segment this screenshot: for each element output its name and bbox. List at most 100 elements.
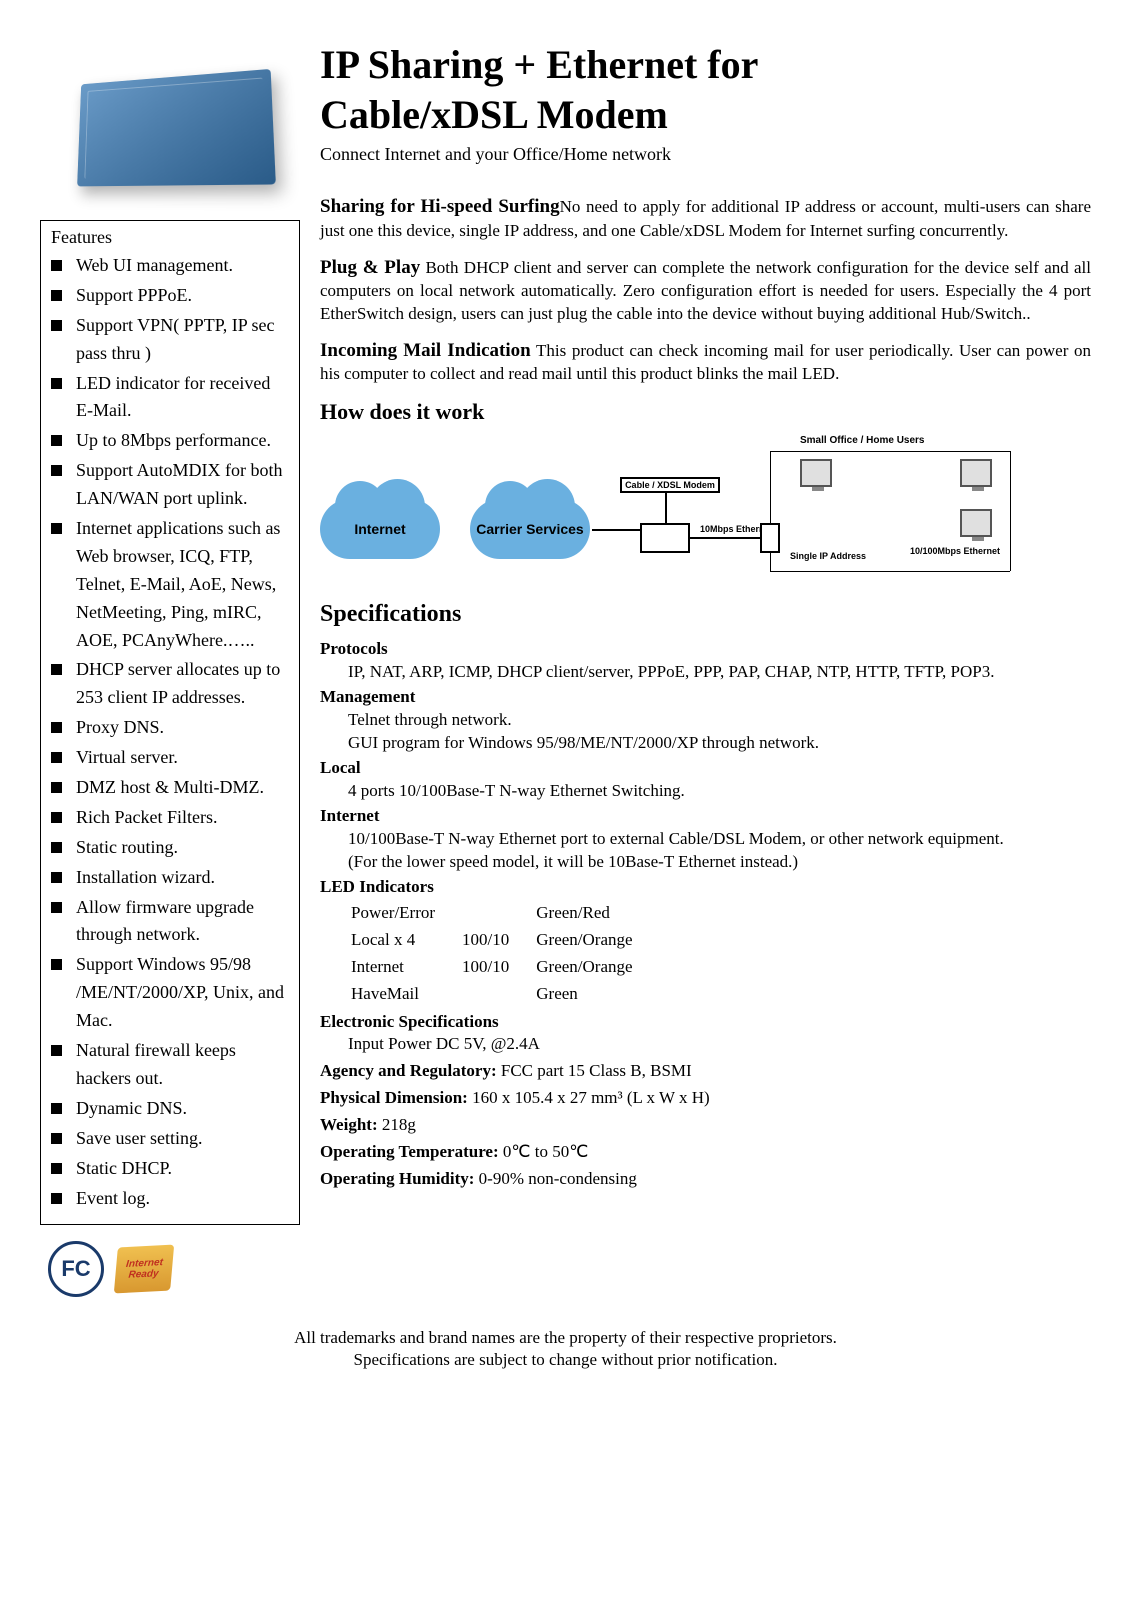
led-color: Green/Red	[535, 901, 656, 926]
spec-protocols-heading: Protocols	[320, 638, 1091, 661]
feature-text: Virtual server.	[76, 744, 178, 772]
spec-weight-heading: Weight:	[320, 1115, 378, 1134]
diagram-single-ip-label: Single IP Address	[790, 551, 866, 561]
specifications-heading: Specifications	[320, 601, 1091, 628]
diagram-carrier-label: Carrier Services	[476, 521, 583, 537]
led-speed: 100/10	[461, 928, 533, 953]
diagram-line	[690, 537, 760, 539]
diagram-line	[592, 529, 640, 531]
square-bullet-icon	[51, 1103, 62, 1114]
square-bullet-icon	[51, 290, 62, 301]
left-column: Features Web UI management. Support PPPo…	[40, 40, 300, 1297]
square-bullet-icon	[51, 1045, 62, 1056]
feature-item: Allow firmware upgrade through network.	[51, 894, 289, 950]
mail-lead: Incoming Mail Indication	[320, 340, 531, 361]
paragraph-mail: Incoming Mail Indication This product ca…	[320, 339, 1091, 386]
led-speed	[461, 901, 533, 926]
feature-item: Proxy DNS.	[51, 714, 289, 742]
feature-text: Web UI management.	[76, 252, 233, 280]
feature-item: Support VPN( PPTP, IP sec pass thru )	[51, 312, 289, 368]
spec-temp-value: 0℃ to 50℃	[499, 1142, 589, 1161]
internet-ready-logo-icon: Internet Ready	[114, 1245, 174, 1294]
feature-text: Proxy DNS.	[76, 714, 164, 742]
spec-internet-value-2: (For the lower speed model, it will be 1…	[348, 851, 1091, 874]
spec-agency-value: FCC part 15 Class B, BSMI	[497, 1061, 692, 1080]
feature-text: Support PPPoE.	[76, 282, 192, 310]
spec-weight-row: Weight: 218g	[320, 1114, 1091, 1137]
feature-item: Static routing.	[51, 834, 289, 862]
footer-line-1: All trademarks and brand names are the p…	[40, 1327, 1091, 1349]
product-image	[60, 50, 280, 210]
features-heading: Features	[51, 227, 289, 248]
feature-text: Static routing.	[76, 834, 178, 862]
diagram-speed2-label: 10/100Mbps Ethernet	[910, 547, 1000, 557]
led-speed: 100/10	[461, 955, 533, 980]
diagram-line	[1010, 451, 1011, 571]
led-color: Green	[535, 982, 656, 1007]
pc-icon	[800, 459, 832, 487]
plug-body: Both DHCP client and server can complete…	[320, 258, 1091, 323]
features-box: Features Web UI management. Support PPPo…	[40, 220, 300, 1225]
feature-text: DMZ host & Multi-DMZ.	[76, 774, 264, 802]
square-bullet-icon	[51, 782, 62, 793]
diagram-line	[770, 451, 1010, 452]
table-row: HaveMailGreen	[350, 982, 657, 1007]
feature-text: DHCP server allocates up to 253 client I…	[76, 656, 289, 712]
square-bullet-icon	[51, 959, 62, 970]
diagram-line	[770, 451, 771, 571]
title-line-2: Cable/xDSL Modem	[320, 92, 668, 137]
spec-physical-value: 160 x 105.4 x 27 mm³ (L x W x H)	[468, 1088, 710, 1107]
spec-management-value-2: GUI program for Windows 95/98/ME/NT/2000…	[348, 732, 1091, 755]
led-name: Internet	[350, 955, 459, 980]
led-indicators-table: Power/ErrorGreen/Red Local x 4100/10Gree…	[348, 899, 659, 1009]
spec-electronic-value: Input Power DC 5V, @2.4A	[348, 1033, 1091, 1056]
led-color: Green/Orange	[535, 955, 656, 980]
spec-agency-heading: Agency and Regulatory:	[320, 1061, 497, 1080]
diagram-internet-label: Internet	[354, 521, 405, 537]
spec-agency-row: Agency and Regulatory: FCC part 15 Class…	[320, 1060, 1091, 1083]
page-subtitle: Connect Internet and your Office/Home ne…	[320, 144, 1091, 165]
feature-item: DMZ host & Multi-DMZ.	[51, 774, 289, 802]
network-diagram: Internet Carrier Services Cable / XDSL M…	[320, 429, 1091, 589]
square-bullet-icon	[51, 1163, 62, 1174]
sharing-lead: Sharing for Hi-speed Surfing	[320, 196, 560, 217]
square-bullet-icon	[51, 752, 62, 763]
feature-text: Allow firmware upgrade through network.	[76, 894, 289, 950]
feature-item: LED indicator for received E-Mail.	[51, 370, 289, 426]
diagram-small-office-label: Small Office / Home Users	[800, 435, 925, 446]
feature-text: LED indicator for received E-Mail.	[76, 370, 289, 426]
page-container: Features Web UI management. Support PPPo…	[40, 40, 1091, 1297]
square-bullet-icon	[51, 435, 62, 446]
feature-text: Internet applications such as Web browse…	[76, 515, 289, 654]
led-name: Local x 4	[350, 928, 459, 953]
feature-text: Save user setting.	[76, 1125, 202, 1153]
feature-text: Static DHCP.	[76, 1155, 172, 1183]
diagram-hub-box	[760, 523, 780, 553]
spec-temp-heading: Operating Temperature:	[320, 1142, 499, 1161]
feature-item: Installation wizard.	[51, 864, 289, 892]
spec-physical-row: Physical Dimension: 160 x 105.4 x 27 mm³…	[320, 1087, 1091, 1110]
paragraph-sharing: Sharing for Hi-speed SurfingNo need to a…	[320, 195, 1091, 242]
feature-item: Dynamic DNS.	[51, 1095, 289, 1123]
diagram-router-box	[640, 523, 690, 553]
footer-line-2: Specifications are subject to change wit…	[40, 1349, 1091, 1371]
spec-electronic-heading: Electronic Specifications	[320, 1011, 1091, 1034]
spec-led-heading: LED Indicators	[320, 876, 1091, 899]
plug-lead: Plug & Play	[320, 257, 420, 278]
feature-text: Support AutoMDIX for both LAN/WAN port u…	[76, 457, 289, 513]
title-line-1: IP Sharing + Ethernet for	[320, 42, 758, 87]
spec-local-value: 4 ports 10/100Base-T N-way Ethernet Swit…	[348, 780, 1091, 803]
features-list: Web UI management. Support PPPoE. Suppor…	[51, 252, 289, 1212]
paragraph-plug-play: Plug & Play Both DHCP client and server …	[320, 256, 1091, 325]
square-bullet-icon	[51, 722, 62, 733]
internet-ready-text: Internet Ready	[115, 1257, 173, 1282]
diagram-line	[665, 493, 667, 523]
square-bullet-icon	[51, 902, 62, 913]
spec-humidity-heading: Operating Humidity:	[320, 1169, 474, 1188]
spec-temp-row: Operating Temperature: 0℃ to 50℃	[320, 1141, 1091, 1164]
feature-item: Save user setting.	[51, 1125, 289, 1153]
feature-text: Dynamic DNS.	[76, 1095, 187, 1123]
feature-item: Support AutoMDIX for both LAN/WAN port u…	[51, 457, 289, 513]
square-bullet-icon	[51, 320, 62, 331]
spec-humidity-value: 0-90% non-condensing	[474, 1169, 636, 1188]
